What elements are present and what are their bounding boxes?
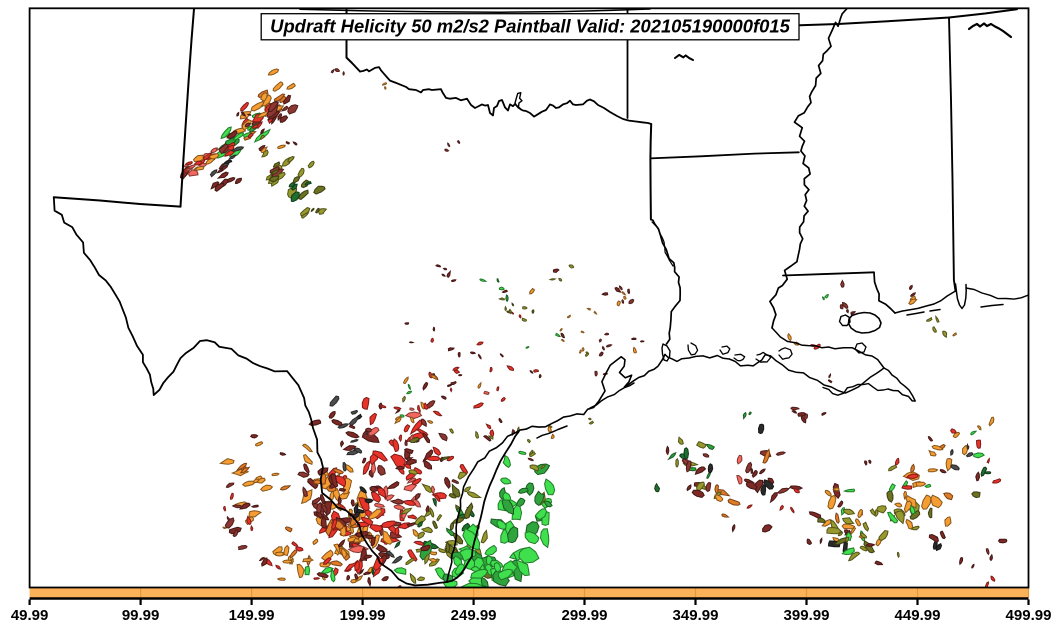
- svg-text:349.99: 349.99: [673, 607, 719, 624]
- svg-text:399.99: 399.99: [784, 607, 830, 624]
- svg-text:299.99: 299.99: [562, 607, 608, 624]
- svg-text:499.99: 499.99: [1006, 607, 1052, 624]
- svg-text:99.99: 99.99: [122, 607, 160, 624]
- svg-text:49.99: 49.99: [11, 607, 49, 624]
- svg-text:Updraft Helicity 50 m2/s2 Pain: Updraft Helicity 50 m2/s2 Paintball Vali…: [270, 16, 790, 37]
- svg-text:249.99: 249.99: [451, 607, 497, 624]
- svg-text:199.99: 199.99: [340, 607, 386, 624]
- svg-text:149.99: 149.99: [229, 607, 275, 624]
- svg-text:449.99: 449.99: [895, 607, 941, 624]
